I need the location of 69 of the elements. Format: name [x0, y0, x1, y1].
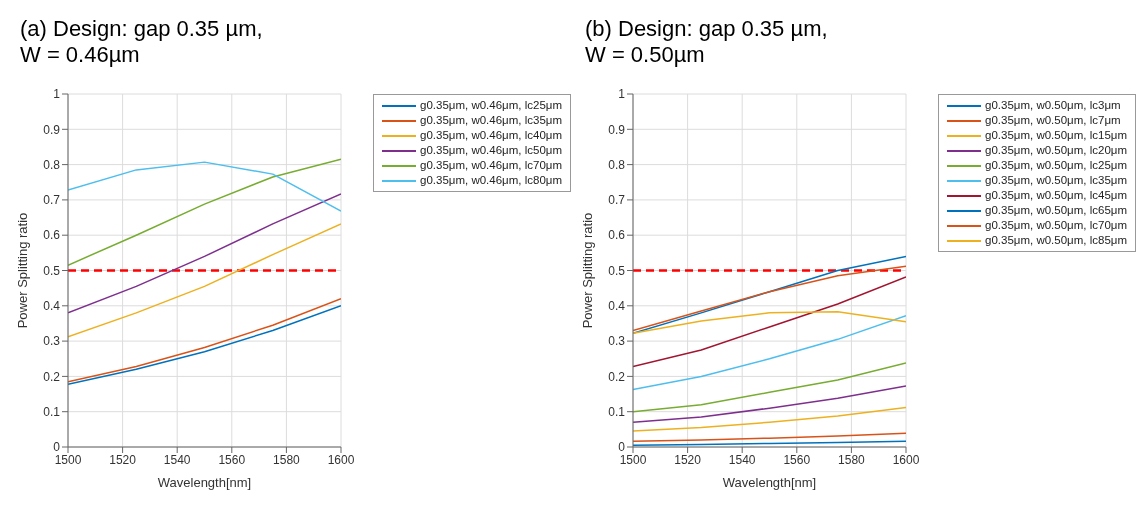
legend-label: g0.35μm, w0.46μm, lc35μm — [420, 113, 562, 128]
y-tick-label: 0.1 — [43, 404, 61, 419]
x-tick-label: 1540 — [728, 452, 756, 467]
legend-label: g0.35μm, w0.46μm, lc70μm — [420, 158, 562, 173]
legend-label: g0.35μm, w0.46μm, lc80μm — [420, 173, 562, 188]
x-tick-label: 1560 — [218, 452, 246, 467]
x-tick-label: 1540 — [163, 452, 191, 467]
legend-label: g0.35μm, w0.50μm, lc70μm — [985, 218, 1127, 233]
line-series — [633, 255, 906, 335]
legend-label: g0.35μm, w0.50μm, lc65μm — [985, 203, 1127, 218]
x-axis-title: Wavelength[nm] — [157, 475, 252, 490]
legend-label: g0.35μm, w0.50μm, lc45μm — [985, 188, 1127, 203]
legend-label: g0.35μm, w0.50μm, lc20μm — [985, 143, 1127, 158]
y-tick-label: 0.3 — [43, 334, 61, 349]
y-axis-title: Power Splitting ratio — [14, 212, 30, 329]
x-tick-label: 1560 — [783, 452, 811, 467]
line-series — [633, 276, 906, 368]
y-axis-title: Power Splitting ratio — [579, 212, 595, 329]
x-axis-title: Wavelength[nm] — [722, 475, 817, 490]
x-tick-label: 1500 — [619, 452, 647, 467]
legend-label: g0.35μm, w0.50μm, lc15μm — [985, 128, 1127, 143]
x-tick-label: 1580 — [273, 452, 301, 467]
line-series — [633, 362, 906, 413]
y-tick-label: 0.2 — [43, 369, 61, 384]
y-tick-label: 0.7 — [43, 193, 61, 208]
chart-title: (b) Design: gap 0.35 µm, W = 0.50µm — [584, 15, 829, 69]
x-tick-label: 1600 — [892, 452, 920, 467]
legend-label: g0.35μm, w0.50μm, lc7μm — [985, 113, 1121, 128]
line-series — [633, 265, 906, 332]
line-series — [633, 385, 906, 424]
line-series — [68, 193, 341, 314]
line-series — [633, 432, 906, 443]
y-tick-label: 0.4 — [608, 299, 626, 314]
legend-label: g0.35μm, w0.50μm, lc85μm — [985, 233, 1127, 248]
line-series — [68, 223, 341, 338]
y-tick-label: 0.6 — [43, 228, 61, 243]
y-tick-label: 0.4 — [43, 299, 61, 314]
x-tick-label: 1500 — [54, 452, 82, 467]
y-tick-label: 0.9 — [608, 122, 626, 137]
line-series — [68, 158, 341, 266]
line-series — [633, 406, 906, 432]
legend-label: g0.35μm, w0.50μm, lc35μm — [985, 173, 1127, 188]
x-tick-label: 1580 — [838, 452, 866, 467]
line-series — [633, 311, 906, 335]
y-tick-label: 0.9 — [43, 122, 61, 137]
legend-label: g0.35μm, w0.46μm, lc40μm — [420, 128, 562, 143]
line-series — [68, 161, 341, 212]
x-tick-label: 1520 — [109, 452, 137, 467]
y-tick-label: 1 — [618, 87, 626, 102]
legend-label: g0.35μm, w0.46μm, lc25μm — [420, 98, 562, 113]
y-tick-label: 0.5 — [43, 263, 61, 278]
legend-label: g0.35μm, w0.50μm, lc3μm — [985, 98, 1121, 113]
x-tick-label: 1520 — [674, 452, 702, 467]
y-tick-label: 0.8 — [608, 157, 626, 172]
x-tick-label: 1600 — [327, 452, 355, 467]
y-tick-label: 0.5 — [608, 263, 626, 278]
y-tick-label: 0.6 — [608, 228, 626, 243]
y-tick-label: 0.8 — [43, 157, 61, 172]
y-tick-label: 0 — [618, 440, 626, 455]
y-tick-label: 1 — [53, 87, 61, 102]
y-tick-label: 0.2 — [608, 369, 626, 384]
y-tick-label: 0.7 — [608, 193, 626, 208]
y-tick-label: 0.1 — [608, 404, 626, 419]
line-series — [633, 314, 906, 391]
y-tick-label: 0 — [53, 440, 61, 455]
chart-title: (a) Design: gap 0.35 µm, W = 0.46µm — [19, 15, 264, 69]
legend-label: g0.35μm, w0.50μm, lc25μm — [985, 158, 1127, 173]
legend-label: g0.35μm, w0.46μm, lc50μm — [420, 143, 562, 158]
y-tick-label: 0.3 — [608, 334, 626, 349]
